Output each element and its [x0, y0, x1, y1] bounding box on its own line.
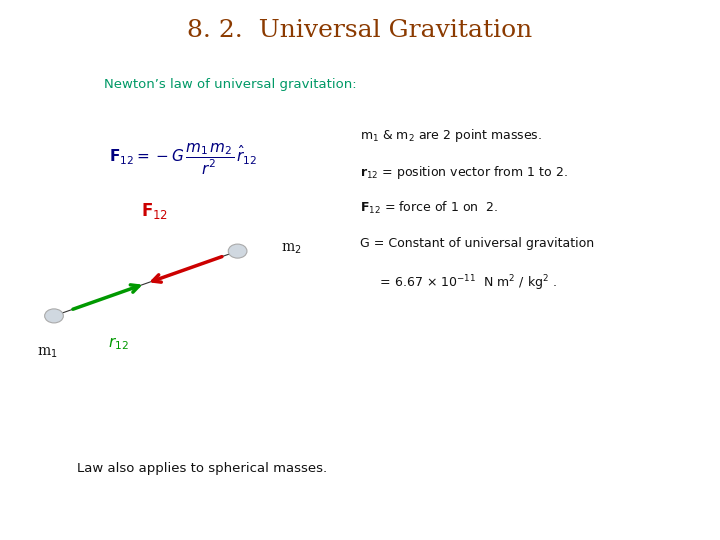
Text: $\mathbf{F}_{12} = -G\,\dfrac{m_1\,m_2}{r^2}\,\hat{r}_{12}$: $\mathbf{F}_{12} = -G\,\dfrac{m_1\,m_2}{… [109, 141, 258, 177]
Text: Law also applies to spherical masses.: Law also applies to spherical masses. [76, 462, 327, 475]
Text: G = Constant of universal gravitation: G = Constant of universal gravitation [360, 237, 594, 250]
Circle shape [228, 244, 247, 258]
Text: $\mathbf{F}_{12}$: $\mathbf{F}_{12}$ [141, 201, 168, 221]
Text: $\mathbf{r}_{12}$ = position vector from 1 to 2.: $\mathbf{r}_{12}$ = position vector from… [360, 164, 567, 180]
Text: 8. 2.  Universal Gravitation: 8. 2. Universal Gravitation [187, 19, 533, 42]
Text: $r_{12}$: $r_{12}$ [109, 335, 129, 352]
Text: $\mathbf{F}_{12}$ = force of 1 on  2.: $\mathbf{F}_{12}$ = force of 1 on 2. [360, 200, 498, 217]
Text: m$_1$ & m$_2$ are 2 point masses.: m$_1$ & m$_2$ are 2 point masses. [360, 127, 542, 144]
Text: = 6.67 × 10$^{-11}$  N m$^2$ / kg$^2$ .: = 6.67 × 10$^{-11}$ N m$^2$ / kg$^2$ . [360, 274, 557, 293]
Text: m$_2$: m$_2$ [281, 241, 301, 255]
Text: m$_1$: m$_1$ [37, 346, 57, 360]
Text: Newton’s law of universal gravitation:: Newton’s law of universal gravitation: [104, 78, 357, 91]
Circle shape [45, 309, 63, 323]
